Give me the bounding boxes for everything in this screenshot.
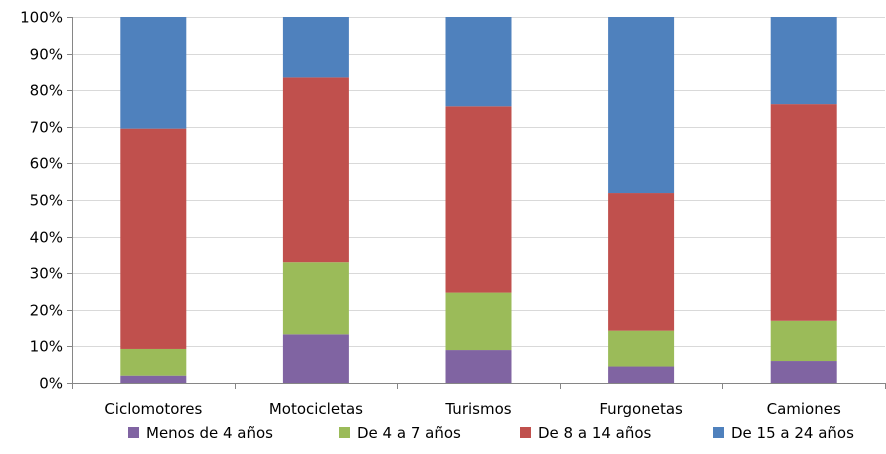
x-tick-label: Motocicletas	[269, 400, 363, 418]
bar-segment-3-3	[608, 17, 675, 194]
bar-segment-2-0	[445, 350, 512, 383]
legend-item: De 8 a 14 años	[520, 424, 652, 442]
bar-segment-4-2	[770, 104, 837, 321]
bar-segment-0-3	[120, 17, 187, 129]
legend-item: De 15 a 24 años	[713, 424, 854, 442]
legend-label: Menos de 4 años	[146, 424, 273, 442]
x-tick-label: Ciclomotores	[104, 400, 202, 418]
bar-segment-2-1	[445, 292, 512, 351]
bar-segment-0-1	[120, 348, 187, 376]
bar-segment-0-0	[120, 375, 187, 383]
legend: Menos de 4 años De 4 a 7 años De 8 a 14 añ…	[128, 424, 854, 442]
axes	[67, 17, 886, 389]
y-tick-label: 20%	[30, 302, 63, 320]
bar-segment-0-2	[120, 128, 187, 349]
x-tick-label: Camiones	[767, 400, 841, 418]
y-tick-label: 40%	[30, 229, 63, 247]
y-tick-label: 0%	[39, 375, 63, 393]
x-tick-labels: Ciclomotores Motocicletas Turismos Furgonet…	[104, 400, 841, 418]
y-tick-label: 80%	[30, 82, 63, 100]
bar-segment-2-3	[445, 17, 512, 107]
bar-segment-3-1	[608, 330, 675, 367]
y-tick-label: 30%	[30, 265, 63, 283]
bar-segment-2-2	[445, 106, 512, 293]
bar-segment-4-3	[770, 17, 837, 105]
legend-swatch	[713, 427, 724, 438]
legend-item: De 4 a 7 años	[339, 424, 461, 442]
legend-label: De 8 a 14 años	[538, 424, 652, 442]
legend-swatch	[520, 427, 531, 438]
y-tick-label: 60%	[30, 155, 63, 173]
bar-segment-3-0	[608, 366, 675, 383]
bar-segment-1-3	[282, 17, 349, 78]
y-tick-labels: 0% 10% 20% 30% 40% 50% 60% 70% 80% 90% 100%	[20, 9, 63, 393]
bar-segment-1-0	[282, 334, 349, 383]
legend-label: De 15 a 24 años	[731, 424, 854, 442]
x-tick-label: Turismos	[444, 400, 511, 418]
bars	[120, 17, 837, 383]
legend-swatch	[128, 427, 139, 438]
bar-segment-1-1	[282, 262, 349, 335]
y-tick-label: 50%	[30, 192, 63, 210]
bar-segment-4-1	[770, 320, 837, 362]
y-tick-label: 10%	[30, 338, 63, 356]
bar-segment-3-2	[608, 193, 675, 331]
legend-swatch	[339, 427, 350, 438]
y-tick-label: 90%	[30, 46, 63, 64]
legend-label: De 4 a 7 años	[357, 424, 461, 442]
legend-item: Menos de 4 años	[128, 424, 273, 442]
y-tick-label: 70%	[30, 119, 63, 137]
bar-segment-4-0	[770, 361, 837, 383]
bar-segment-1-2	[282, 77, 349, 263]
x-tick-label: Furgonetas	[599, 400, 683, 418]
y-tick-label: 100%	[20, 9, 63, 27]
